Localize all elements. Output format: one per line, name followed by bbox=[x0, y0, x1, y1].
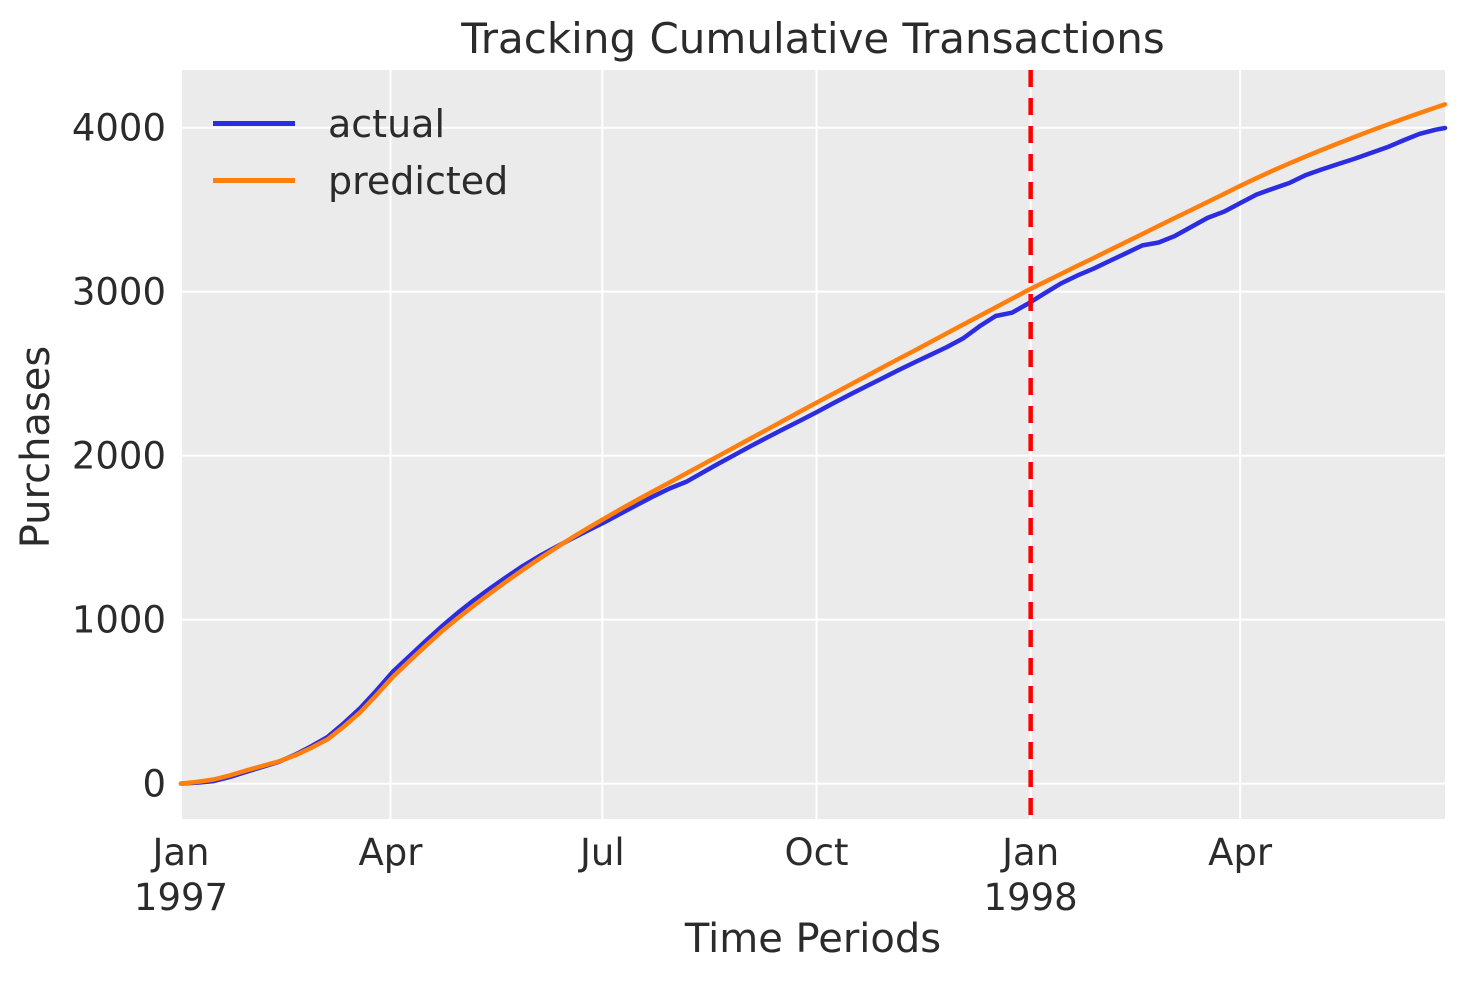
predicted-line bbox=[178, 102, 1448, 786]
chart-title: Tracking Cumulative Transactions bbox=[461, 14, 1165, 63]
y-tick-label: 3000 bbox=[71, 270, 166, 314]
x-tick-label: Jan 1997 bbox=[133, 831, 229, 919]
x-tick-label: Oct bbox=[784, 831, 849, 874]
x-tick-label: Apr bbox=[358, 831, 423, 874]
legend-label-actual: actual bbox=[328, 101, 446, 146]
actual-line bbox=[178, 125, 1448, 786]
y-tick-label: 4000 bbox=[71, 106, 166, 150]
predicted-line-swatch bbox=[213, 178, 295, 183]
y-tick-label: 2000 bbox=[71, 434, 166, 478]
y-axis-label: Purchases bbox=[13, 345, 59, 549]
actual-line-swatch bbox=[213, 121, 295, 126]
legend-item-actual: actual bbox=[205, 95, 508, 152]
y-tick-label: 0 bbox=[142, 762, 166, 806]
x-tick-label: Jul bbox=[580, 831, 625, 874]
legend-label-predicted: predicted bbox=[328, 158, 509, 203]
x-axis-label: Time Periods bbox=[684, 916, 942, 962]
y-tick-label: 1000 bbox=[71, 598, 166, 642]
legend-item-predicted: predicted bbox=[205, 152, 508, 209]
legend: actual predicted bbox=[205, 95, 508, 209]
plot-area bbox=[181, 70, 1445, 819]
series-lines bbox=[178, 70, 1448, 819]
x-tick-label: Apr bbox=[1208, 831, 1273, 874]
x-tick-label: Jan 1998 bbox=[983, 831, 1078, 919]
